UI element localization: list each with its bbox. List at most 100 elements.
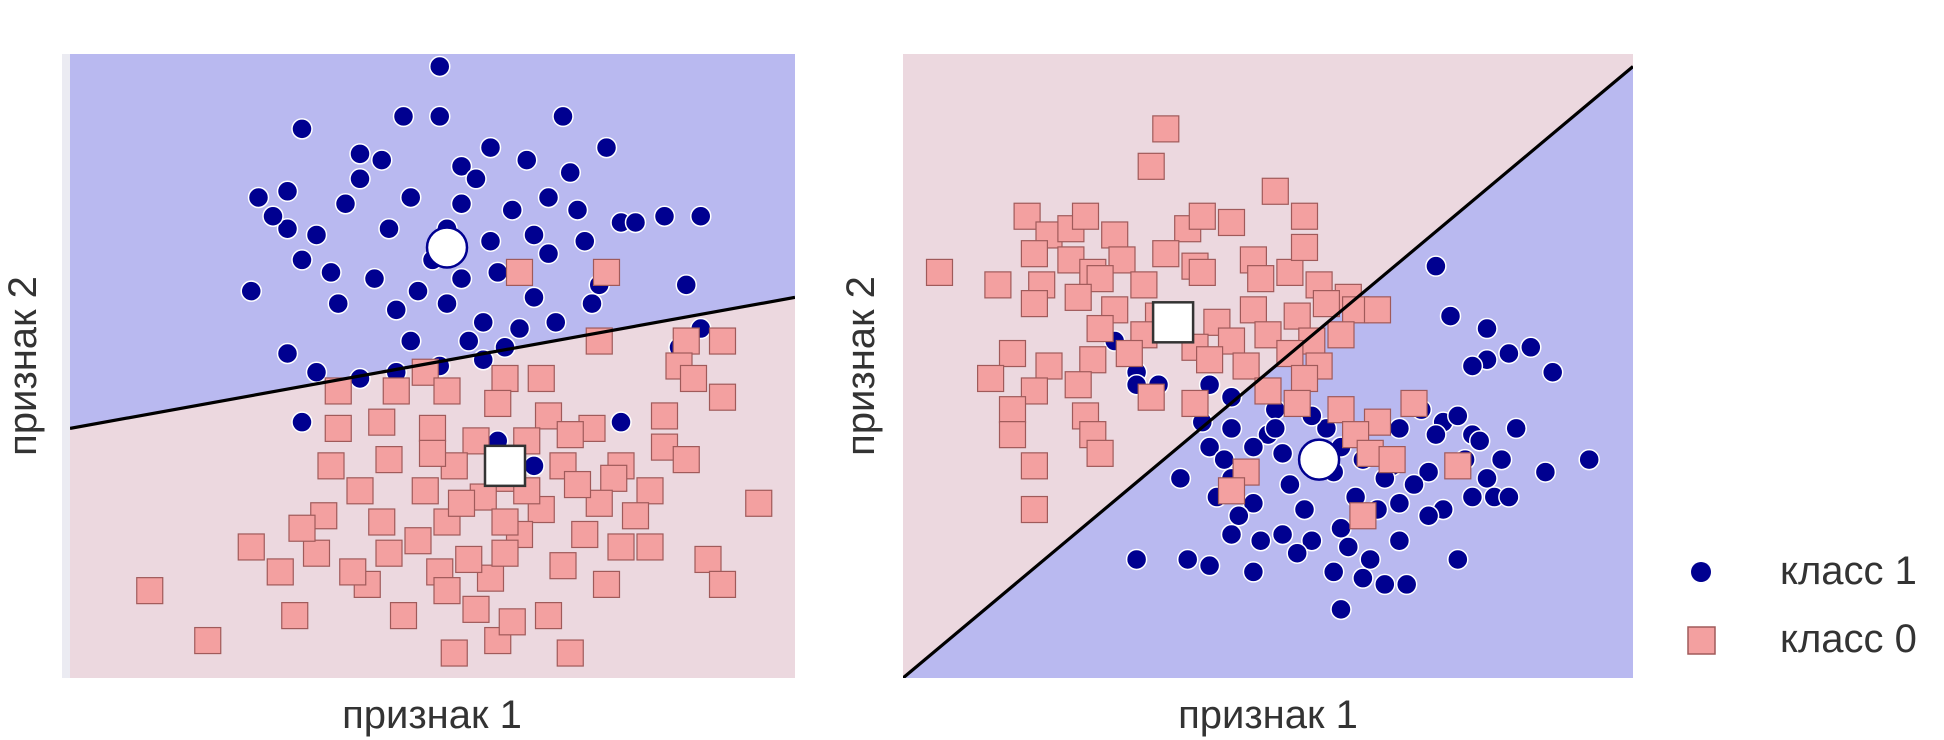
legend-label-class1: класс 1 xyxy=(1780,549,1917,593)
class0-point xyxy=(1283,389,1311,418)
class1-point xyxy=(465,168,487,190)
class0-point xyxy=(1276,258,1304,286)
class0-point xyxy=(636,477,664,505)
class1-point xyxy=(450,267,473,290)
class0-point xyxy=(1108,246,1136,274)
class1-point xyxy=(371,149,393,171)
class1-point xyxy=(436,292,458,315)
class1-point xyxy=(392,105,415,128)
class1-point xyxy=(537,186,560,209)
class1-point xyxy=(1498,486,1520,508)
class0-point xyxy=(1064,283,1092,311)
class1-point xyxy=(472,311,494,334)
class1-point xyxy=(624,211,647,234)
class1-point xyxy=(349,168,371,190)
decision-boundary-line xyxy=(903,65,1633,678)
class0-point xyxy=(1217,477,1246,505)
class1-point xyxy=(407,280,429,302)
class1-point xyxy=(305,224,328,246)
class1-point xyxy=(1228,505,1250,527)
class1-point xyxy=(327,292,349,315)
class1-point xyxy=(1293,498,1316,521)
class1-point xyxy=(378,217,400,240)
class1-point xyxy=(1417,505,1440,527)
class1-point xyxy=(1286,542,1308,564)
class1-point xyxy=(1176,548,1199,571)
class0-point xyxy=(708,383,737,411)
class0-point xyxy=(136,577,164,605)
class1-point xyxy=(400,186,422,209)
class0-point xyxy=(281,601,309,630)
class1-point xyxy=(1425,423,1447,446)
class1-point xyxy=(1220,417,1243,440)
class0-point xyxy=(513,427,541,455)
class1-point xyxy=(450,155,473,178)
class0-point xyxy=(462,595,490,623)
y-axis-label: признак 2 xyxy=(839,276,883,456)
legend-label-class0: класс 0 xyxy=(1780,617,1917,661)
class1-point xyxy=(545,311,567,334)
class1-point xyxy=(1220,523,1243,546)
class0-center-marker xyxy=(483,444,527,488)
class0-point xyxy=(1152,115,1180,143)
y-axis-label: признак 2 xyxy=(1,276,45,456)
class0-point xyxy=(1086,439,1114,467)
class1-point xyxy=(1198,554,1221,577)
class0-point xyxy=(1086,314,1114,343)
class0-point xyxy=(527,495,555,524)
class0-point xyxy=(571,520,599,549)
class1-point xyxy=(1242,561,1265,583)
class1-point xyxy=(1578,448,1600,471)
plot-area xyxy=(70,54,795,678)
class0-point xyxy=(1101,221,1129,249)
class1-point xyxy=(1461,355,1484,377)
class0-point xyxy=(375,539,403,567)
right-scatter-panel: признак 1 признак 2 xyxy=(839,54,1633,737)
class0-point xyxy=(1327,321,1355,349)
class1-point xyxy=(1505,417,1527,440)
class0-point xyxy=(1290,202,1319,230)
class0-point xyxy=(447,489,476,517)
class0-point xyxy=(600,464,628,492)
class1-point xyxy=(487,261,509,284)
class0-point xyxy=(1290,233,1319,262)
class0-point xyxy=(549,552,577,580)
class0-point xyxy=(984,271,1012,299)
class0-point xyxy=(317,452,345,480)
class0-point xyxy=(679,364,708,393)
class1-point xyxy=(1388,492,1411,515)
plot-area xyxy=(903,54,1633,678)
class1-point xyxy=(1220,386,1243,408)
class1-point xyxy=(349,143,371,165)
class0-point xyxy=(368,508,396,536)
class0-point xyxy=(411,477,439,505)
class1-point xyxy=(501,199,523,221)
class0-point xyxy=(998,339,1027,368)
class1-point xyxy=(1388,529,1411,552)
class0-point xyxy=(491,539,519,567)
class0-point xyxy=(418,439,447,467)
class0-point xyxy=(346,477,374,505)
class0-point xyxy=(1341,421,1370,449)
class0-point xyxy=(1327,396,1355,424)
class0-point xyxy=(563,470,592,499)
class1-point xyxy=(1242,436,1265,458)
class1-point xyxy=(1249,529,1272,552)
class0-point xyxy=(925,258,954,286)
class0-point xyxy=(592,570,621,599)
class1-point xyxy=(458,330,480,352)
class1-point xyxy=(400,330,422,352)
class1-point xyxy=(523,455,545,477)
class0-point xyxy=(484,389,512,418)
class1-point xyxy=(559,161,581,184)
class1-point xyxy=(581,292,603,315)
class1-point xyxy=(523,286,545,309)
class0-point xyxy=(375,446,403,474)
class0-point xyxy=(462,427,490,455)
class1-point xyxy=(276,217,299,240)
class0-point xyxy=(1254,377,1282,405)
class1-point xyxy=(1271,523,1294,546)
class1-point xyxy=(690,205,712,227)
class1-point xyxy=(1490,448,1513,471)
